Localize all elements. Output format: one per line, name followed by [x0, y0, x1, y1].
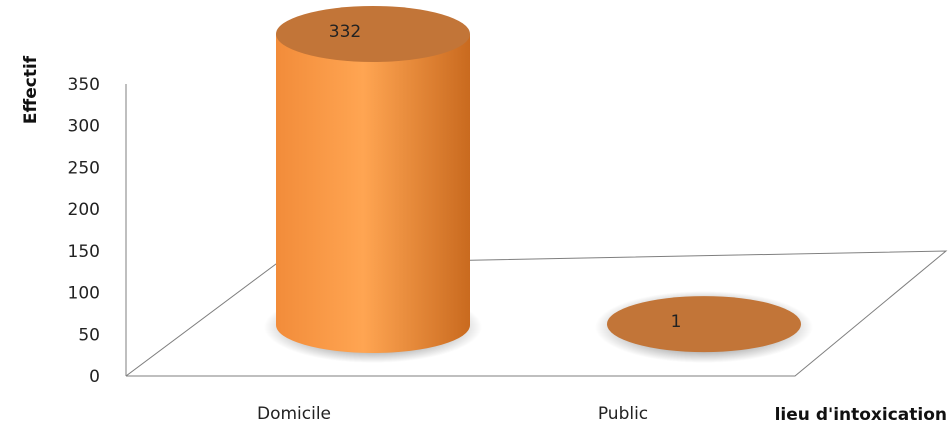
- y-tick-label: 200: [68, 200, 100, 220]
- y-tick-label: 0: [89, 367, 100, 387]
- bar-top: [276, 6, 470, 62]
- labels: 332 Domicile 1 Public: [257, 22, 681, 424]
- bar-top: [607, 296, 801, 353]
- y-ticks: 0 50 100 150 200 250 300 350: [68, 75, 100, 387]
- floor-plane: [125, 250, 948, 377]
- y-tick-label: 250: [68, 158, 100, 178]
- bar: [276, 34, 470, 353]
- axes: [125, 84, 948, 377]
- y-tick-label: 50: [78, 325, 100, 345]
- y-tick-label: 300: [68, 117, 100, 137]
- category-label: Public: [598, 404, 648, 424]
- x-axis-title: lieu d'intoxication: [775, 405, 947, 425]
- y-axis-title: Effectif: [21, 55, 41, 124]
- data-label: 332: [329, 22, 361, 42]
- y-tick-label: 350: [68, 75, 100, 95]
- y-tick-label: 150: [68, 242, 100, 262]
- data-label: 1: [671, 312, 682, 332]
- bars: [264, 6, 813, 363]
- y-tick-label: 100: [68, 284, 100, 304]
- category-label: Domicile: [257, 404, 331, 424]
